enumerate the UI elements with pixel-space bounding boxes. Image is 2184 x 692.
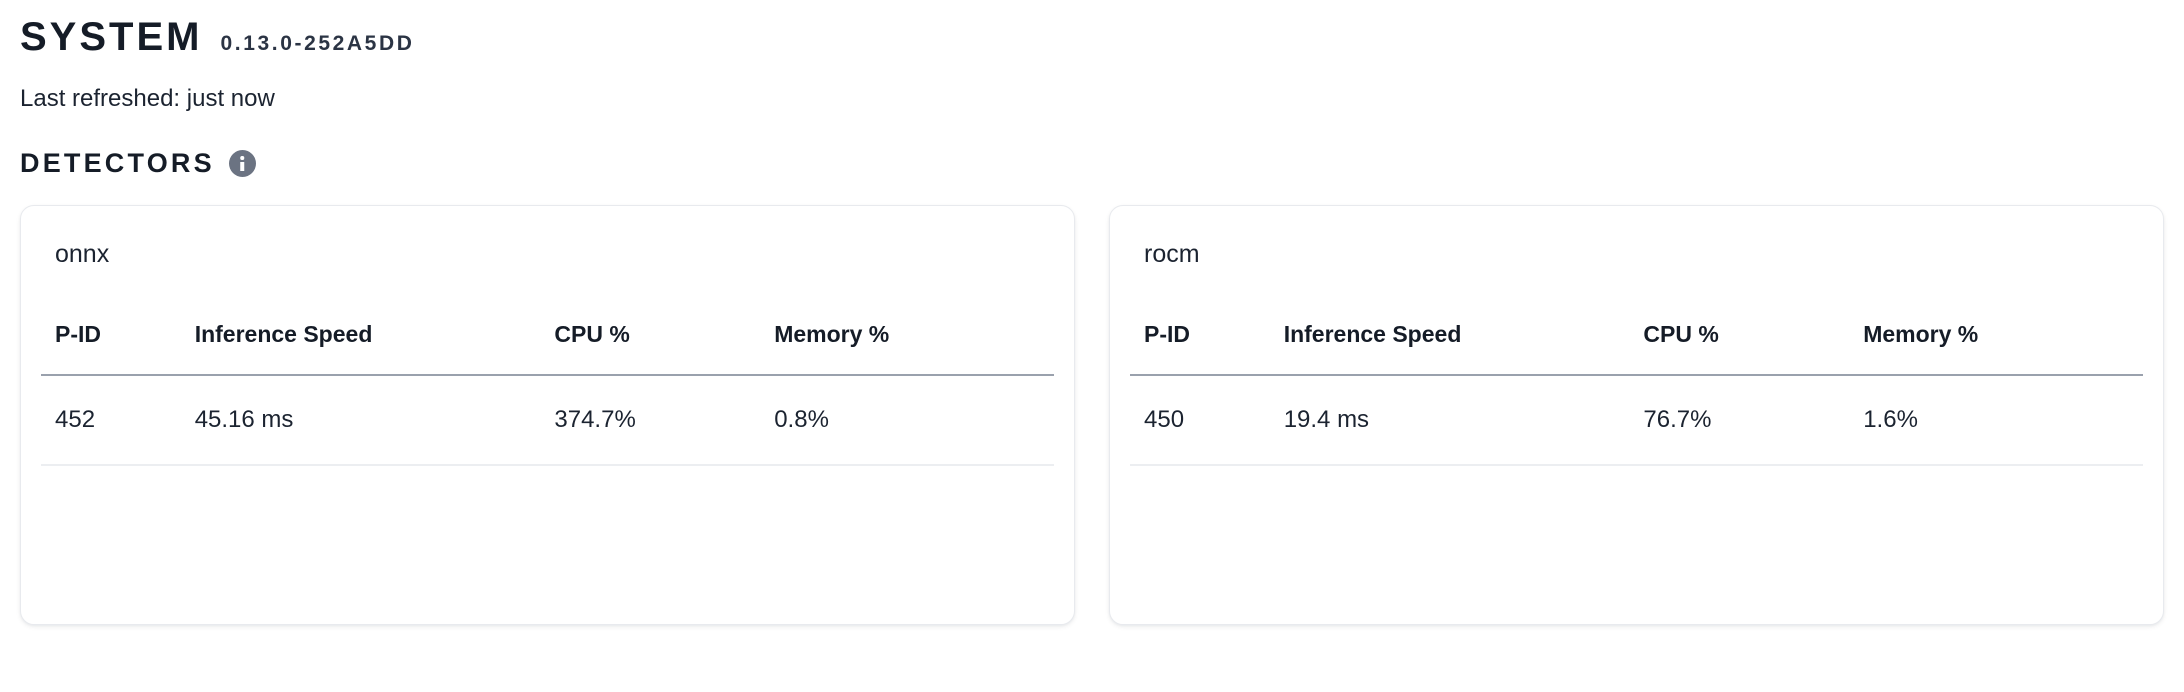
column-header-pid: P-ID xyxy=(1130,321,1284,377)
column-header-memory: Memory % xyxy=(774,321,1054,377)
column-header-cpu: CPU % xyxy=(1643,321,1864,377)
column-header-cpu: CPU % xyxy=(554,321,775,377)
detector-card-rocm: rocm P-ID Inference Speed CPU % Memory %… xyxy=(1109,205,2164,626)
cell-memory: 0.8% xyxy=(774,375,1054,467)
detector-cards: onnx P-ID Inference Speed CPU % Memory %… xyxy=(20,205,2164,626)
column-header-memory: Memory % xyxy=(1863,321,2143,377)
detectors-section-header: DETECTORS xyxy=(20,148,2164,179)
cell-pid: 450 xyxy=(1130,375,1284,467)
version-label: 0.13.0-252A5DD xyxy=(220,32,415,55)
cell-inference-speed: 19.4 ms xyxy=(1283,375,1644,467)
cell-cpu: 76.7% xyxy=(1643,375,1864,467)
detectors-heading: DETECTORS xyxy=(20,148,215,179)
cell-memory: 1.6% xyxy=(1863,375,2143,467)
cell-pid: 452 xyxy=(41,375,195,467)
detector-table: P-ID Inference Speed CPU % Memory % 450 … xyxy=(1130,321,2143,467)
table-row: 452 45.16 ms 374.7% 0.8% xyxy=(41,375,1054,467)
detector-name: rocm xyxy=(1144,240,1200,269)
cell-cpu: 374.7% xyxy=(554,375,775,467)
column-header-pid: P-ID xyxy=(41,321,195,377)
page-title: SYSTEM xyxy=(20,15,203,59)
detector-name: onnx xyxy=(55,240,110,269)
cell-inference-speed: 45.16 ms xyxy=(194,375,555,467)
detector-card-onnx: onnx P-ID Inference Speed CPU % Memory %… xyxy=(20,205,1075,626)
last-refreshed-status: Last refreshed: just now xyxy=(20,85,275,112)
page-header: SYSTEM 0.13.0-252A5DD xyxy=(20,0,2164,58)
table-header-row: P-ID Inference Speed CPU % Memory % xyxy=(41,321,1054,377)
info-circle-icon[interactable] xyxy=(228,150,256,178)
table-row: 450 19.4 ms 76.7% 1.6% xyxy=(1130,375,2143,467)
column-header-inference-speed: Inference Speed xyxy=(1283,321,1644,377)
table-header-row: P-ID Inference Speed CPU % Memory % xyxy=(1130,321,2143,377)
detector-table: P-ID Inference Speed CPU % Memory % 452 … xyxy=(41,321,1054,467)
column-header-inference-speed: Inference Speed xyxy=(194,321,555,377)
